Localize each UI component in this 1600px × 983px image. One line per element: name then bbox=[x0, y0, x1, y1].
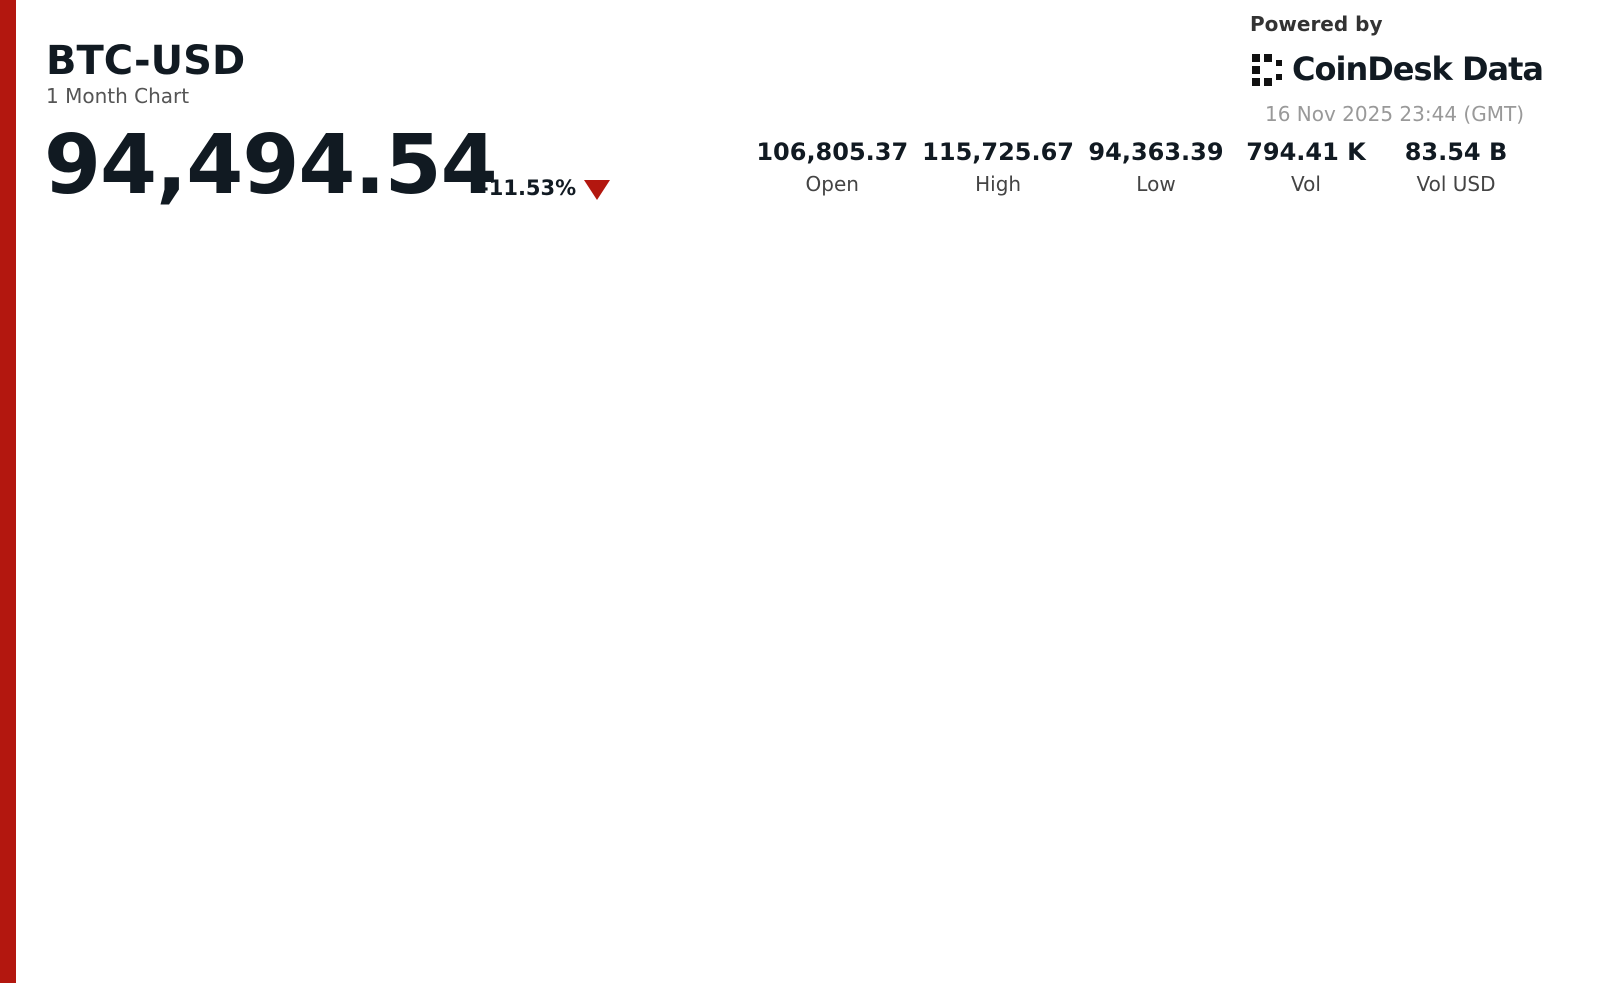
stat-value: 794.41 K bbox=[1246, 138, 1366, 166]
stat-label: Low bbox=[1136, 172, 1176, 196]
stat-label: Open bbox=[805, 172, 859, 196]
brand-logo bbox=[1252, 54, 1282, 86]
symbol: BTC-USD bbox=[46, 38, 246, 84]
stat: 83.54 B Vol USD bbox=[1388, 138, 1524, 196]
powered-by: Powered by bbox=[1250, 12, 1383, 36]
stat-label: High bbox=[975, 172, 1022, 196]
subtitle: 1 Month Chart bbox=[46, 84, 190, 108]
timestamp: 16 Nov 2025 23:44 (GMT) bbox=[1264, 102, 1524, 126]
stat: 794.41 K Vol bbox=[1238, 138, 1374, 196]
stat-value: 94,363.39 bbox=[1088, 138, 1224, 166]
accent-bar bbox=[0, 0, 16, 983]
stat-value: 115,725.67 bbox=[922, 138, 1074, 166]
stat-label: Vol USD bbox=[1416, 172, 1496, 196]
stat: 94,363.39 Low bbox=[1088, 138, 1224, 196]
price: 94,494.54 bbox=[44, 118, 498, 213]
stat-value: 83.54 B bbox=[1404, 138, 1508, 166]
stat-value: 106,805.37 bbox=[756, 138, 909, 166]
change: -11.53% bbox=[480, 176, 577, 200]
stat: 106,805.37 Open bbox=[756, 138, 908, 196]
stat-label: Vol bbox=[1291, 172, 1321, 196]
stat: 115,725.67 High bbox=[922, 138, 1074, 196]
stats: 106,805.37 Open 115,725.67 High 94,363.39 Low… bbox=[756, 138, 1524, 196]
down-arrow bbox=[584, 180, 610, 200]
brand: CoinDesk Data bbox=[1292, 50, 1544, 88]
